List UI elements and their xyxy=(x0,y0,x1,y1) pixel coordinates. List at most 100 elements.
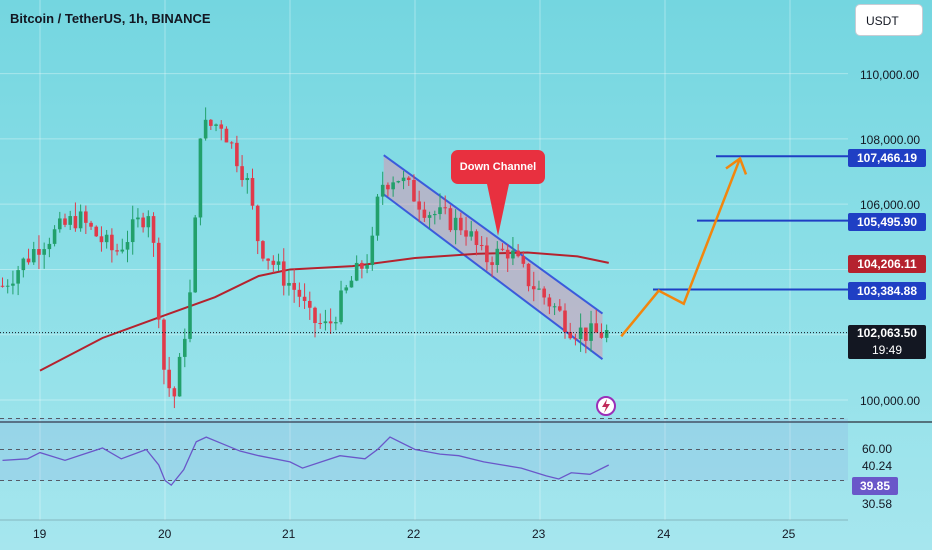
ma-curve xyxy=(39,251,609,372)
candle xyxy=(448,208,453,231)
candle xyxy=(26,258,31,263)
candle xyxy=(505,249,510,259)
candle xyxy=(167,369,171,389)
candle xyxy=(573,338,578,340)
currency-button[interactable]: USDT xyxy=(855,4,923,36)
candle xyxy=(156,242,161,320)
candle xyxy=(16,270,20,284)
candle xyxy=(516,250,520,257)
candle xyxy=(193,217,198,293)
chart-title: Bitcoin / TetherUS, 1h, BINANCE xyxy=(10,11,211,26)
candlestick-series xyxy=(0,107,609,409)
y-tick-label: 110,000.00 xyxy=(860,68,920,82)
x-tick-label: 25 xyxy=(782,527,796,541)
candle xyxy=(391,182,395,190)
candle xyxy=(276,261,281,265)
channel-upper-line xyxy=(383,154,604,315)
candle xyxy=(453,217,458,231)
candle xyxy=(94,226,99,237)
candle xyxy=(136,217,140,220)
annotation-pointer xyxy=(487,184,509,236)
level-price-tag: 105,495.90 xyxy=(848,213,926,231)
projection-arrow xyxy=(620,156,748,338)
candle xyxy=(42,249,46,255)
moving-average-line xyxy=(39,251,609,372)
flash-icon[interactable] xyxy=(596,396,616,416)
candle xyxy=(141,217,145,228)
down-channel xyxy=(383,154,604,360)
candle xyxy=(224,128,229,143)
candle xyxy=(568,331,573,339)
candle xyxy=(464,230,468,237)
candle xyxy=(177,356,182,397)
candle xyxy=(182,338,187,357)
x-tick-label: 20 xyxy=(158,527,172,541)
candle xyxy=(307,300,312,308)
down-channel-annotation: Down Channel xyxy=(451,150,545,184)
candle xyxy=(125,242,130,250)
candle xyxy=(229,142,234,144)
current-price-tag: 102,063.50 19:49 xyxy=(848,325,926,359)
candle xyxy=(292,282,296,290)
candle xyxy=(469,231,474,237)
y-tick-label: 100,000.00 xyxy=(860,394,921,408)
candle xyxy=(354,262,359,281)
x-tick-label: 23 xyxy=(532,527,546,541)
candle xyxy=(266,258,270,261)
x-tick-label: 24 xyxy=(657,527,671,541)
candle xyxy=(0,285,5,287)
candle xyxy=(360,262,364,269)
candle xyxy=(375,196,380,236)
candle xyxy=(172,388,177,397)
rsi-value-tag: 39.85 xyxy=(852,477,898,495)
candle xyxy=(261,241,265,259)
candle xyxy=(203,119,208,139)
ma-price-tag: 104,206.11 xyxy=(848,255,926,273)
current-price: 102,063.50 xyxy=(856,326,918,340)
candle xyxy=(344,287,349,291)
candle xyxy=(485,245,489,263)
rsi-pane xyxy=(0,418,848,487)
candle xyxy=(73,216,78,229)
bar-countdown: 19:49 xyxy=(871,343,903,357)
candle xyxy=(349,280,354,288)
candle xyxy=(557,306,562,311)
y-tick-label: 108,000.00 xyxy=(860,133,921,147)
candle xyxy=(427,215,432,218)
target-price-tag: 107,466.19 xyxy=(848,149,926,167)
candle xyxy=(84,211,88,223)
candle xyxy=(578,327,583,340)
candle xyxy=(57,218,62,230)
candle xyxy=(188,292,192,339)
candle xyxy=(68,216,73,225)
projection-arrowhead xyxy=(725,156,748,175)
candle xyxy=(323,321,328,324)
candle xyxy=(104,234,109,243)
candle xyxy=(110,234,114,251)
candle xyxy=(63,218,67,225)
candle xyxy=(438,207,442,215)
rsi-level-label: 30.58 xyxy=(862,497,893,511)
candle xyxy=(297,289,302,297)
candle xyxy=(339,290,343,323)
candle xyxy=(584,327,588,341)
candle xyxy=(240,166,244,181)
candle xyxy=(235,142,239,167)
candle xyxy=(432,214,437,216)
candle xyxy=(302,296,307,301)
candle xyxy=(255,205,260,242)
candle xyxy=(209,119,213,126)
candle xyxy=(328,321,333,324)
candle xyxy=(313,307,317,324)
candle xyxy=(443,207,448,209)
candle xyxy=(21,258,26,271)
candle xyxy=(417,201,421,210)
candle xyxy=(115,250,119,252)
channel-fill xyxy=(383,155,603,360)
support-price-tag: 103,384.88 xyxy=(848,282,926,300)
candle xyxy=(365,265,369,269)
candle xyxy=(490,262,494,265)
candle xyxy=(214,124,218,126)
rsi-line xyxy=(2,436,610,487)
